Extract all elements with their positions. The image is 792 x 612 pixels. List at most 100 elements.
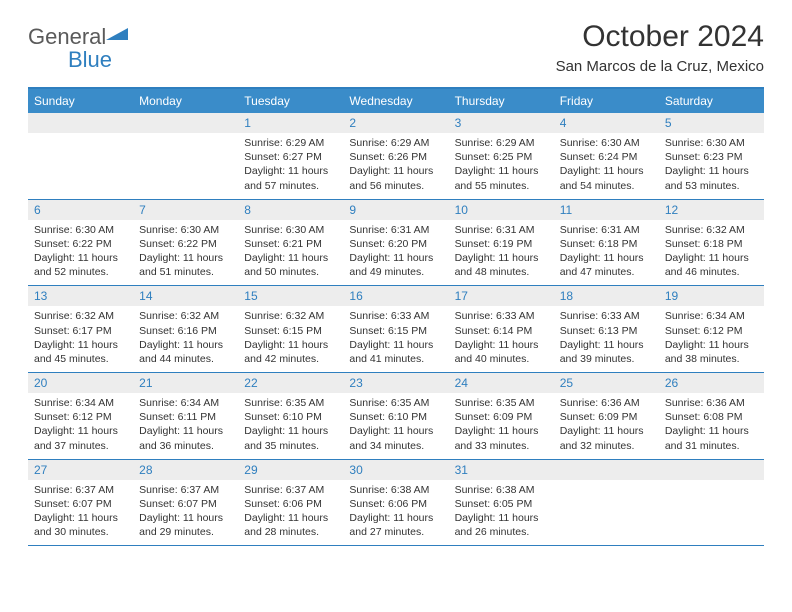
day-number: 2	[343, 113, 448, 133]
day-body	[133, 133, 238, 142]
title-block: October 2024 San Marcos de la Cruz, Mexi…	[556, 20, 764, 75]
page-title: October 2024	[556, 20, 764, 54]
sunset-text: Sunset: 6:06 PM	[349, 497, 442, 511]
dow-thu: Thursday	[449, 89, 554, 113]
sunrise-text: Sunrise: 6:33 AM	[455, 309, 548, 323]
sunset-text: Sunset: 6:07 PM	[139, 497, 232, 511]
daylight-text: Daylight: 11 hours and 37 minutes.	[34, 424, 127, 452]
sunrise-text: Sunrise: 6:36 AM	[665, 396, 758, 410]
day-cell	[28, 113, 133, 199]
day-body: Sunrise: 6:36 AMSunset: 6:08 PMDaylight:…	[659, 393, 764, 459]
sunset-text: Sunset: 6:25 PM	[455, 150, 548, 164]
day-number: 11	[554, 200, 659, 220]
day-body: Sunrise: 6:31 AMSunset: 6:19 PMDaylight:…	[449, 220, 554, 286]
sunset-text: Sunset: 6:27 PM	[244, 150, 337, 164]
daylight-text: Daylight: 11 hours and 45 minutes.	[34, 338, 127, 366]
day-number: 20	[28, 373, 133, 393]
daylight-text: Daylight: 11 hours and 47 minutes.	[560, 251, 653, 279]
dow-tue: Tuesday	[238, 89, 343, 113]
location-label: San Marcos de la Cruz, Mexico	[556, 58, 764, 75]
sunrise-text: Sunrise: 6:31 AM	[455, 223, 548, 237]
day-number	[554, 460, 659, 480]
daylight-text: Daylight: 11 hours and 34 minutes.	[349, 424, 442, 452]
day-number: 22	[238, 373, 343, 393]
sunrise-text: Sunrise: 6:34 AM	[665, 309, 758, 323]
sunset-text: Sunset: 6:09 PM	[560, 410, 653, 424]
day-body: Sunrise: 6:36 AMSunset: 6:09 PMDaylight:…	[554, 393, 659, 459]
day-number: 3	[449, 113, 554, 133]
day-body: Sunrise: 6:30 AMSunset: 6:21 PMDaylight:…	[238, 220, 343, 286]
day-number: 8	[238, 200, 343, 220]
day-body: Sunrise: 6:32 AMSunset: 6:18 PMDaylight:…	[659, 220, 764, 286]
day-body	[659, 480, 764, 489]
day-number: 30	[343, 460, 448, 480]
sunset-text: Sunset: 6:09 PM	[455, 410, 548, 424]
day-cell: 23Sunrise: 6:35 AMSunset: 6:10 PMDayligh…	[343, 373, 448, 459]
day-number: 16	[343, 286, 448, 306]
day-body	[28, 133, 133, 142]
daylight-text: Daylight: 11 hours and 29 minutes.	[139, 511, 232, 539]
day-body: Sunrise: 6:30 AMSunset: 6:23 PMDaylight:…	[659, 133, 764, 199]
sunrise-text: Sunrise: 6:37 AM	[34, 483, 127, 497]
sunrise-text: Sunrise: 6:29 AM	[455, 136, 548, 150]
daylight-text: Daylight: 11 hours and 39 minutes.	[560, 338, 653, 366]
daylight-text: Daylight: 11 hours and 48 minutes.	[455, 251, 548, 279]
day-cell: 18 Sunrise: 6:33 AMSunset: 6:13 PMDayligh…	[554, 286, 659, 372]
daylight-text: Daylight: 11 hours and 38 minutes.	[665, 338, 758, 366]
day-number	[133, 113, 238, 133]
day-number: 9	[343, 200, 448, 220]
sunset-text: Sunset: 6:15 PM	[349, 324, 442, 338]
daylight-text: Daylight: 11 hours and 50 minutes.	[244, 251, 337, 279]
sunrise-text: Sunrise: 6:30 AM	[560, 136, 653, 150]
sunrise-text: Sunrise: 6:38 AM	[349, 483, 442, 497]
sunrise-text: Sunrise: 6:37 AM	[244, 483, 337, 497]
daylight-text: Daylight: 11 hours and 55 minutes.	[455, 164, 548, 192]
sunrise-text: Sunrise: 6:32 AM	[665, 223, 758, 237]
day-body: Sunrise: 6:35 AMSunset: 6:09 PMDaylight:…	[449, 393, 554, 459]
sunset-text: Sunset: 6:13 PM	[560, 324, 653, 338]
day-number: 18	[554, 286, 659, 306]
sunset-text: Sunset: 6:08 PM	[665, 410, 758, 424]
day-cell: 13Sunrise: 6:32 AMSunset: 6:17 PMDayligh…	[28, 286, 133, 372]
sunrise-text: Sunrise: 6:30 AM	[139, 223, 232, 237]
day-cell: 21Sunrise: 6:34 AMSunset: 6:11 PMDayligh…	[133, 373, 238, 459]
day-number: 31	[449, 460, 554, 480]
day-cell: 1Sunrise: 6:29 AMSunset: 6:27 PMDaylight…	[238, 113, 343, 199]
daylight-text: Daylight: 11 hours and 56 minutes.	[349, 164, 442, 192]
day-body: Sunrise: 6:32 AMSunset: 6:16 PMDaylight:…	[133, 306, 238, 372]
day-cell: 14Sunrise: 6:32 AMSunset: 6:16 PMDayligh…	[133, 286, 238, 372]
day-body: Sunrise: 6:38 AMSunset: 6:05 PMDaylight:…	[449, 480, 554, 546]
day-cell: 7Sunrise: 6:30 AMSunset: 6:22 PMDaylight…	[133, 200, 238, 286]
day-cell: 24Sunrise: 6:35 AMSunset: 6:09 PMDayligh…	[449, 373, 554, 459]
sunrise-text: Sunrise: 6:33 AM	[560, 309, 653, 323]
day-cell: 27Sunrise: 6:37 AMSunset: 6:07 PMDayligh…	[28, 460, 133, 546]
sunrise-text: Sunrise: 6:30 AM	[665, 136, 758, 150]
day-cell: 28Sunrise: 6:37 AMSunset: 6:07 PMDayligh…	[133, 460, 238, 546]
day-number	[28, 113, 133, 133]
daylight-text: Daylight: 11 hours and 53 minutes.	[665, 164, 758, 192]
day-cell: 4Sunrise: 6:30 AMSunset: 6:24 PMDaylight…	[554, 113, 659, 199]
daylight-text: Daylight: 11 hours and 52 minutes.	[34, 251, 127, 279]
sunrise-text: Sunrise: 6:29 AM	[349, 136, 442, 150]
sunset-text: Sunset: 6:18 PM	[560, 237, 653, 251]
sunset-text: Sunset: 6:12 PM	[665, 324, 758, 338]
sunrise-text: Sunrise: 6:34 AM	[34, 396, 127, 410]
daylight-text: Daylight: 11 hours and 31 minutes.	[665, 424, 758, 452]
sunrise-text: Sunrise: 6:30 AM	[244, 223, 337, 237]
sunrise-text: Sunrise: 6:31 AM	[560, 223, 653, 237]
day-cell: 12Sunrise: 6:32 AMSunset: 6:18 PMDayligh…	[659, 200, 764, 286]
day-number: 13	[28, 286, 133, 306]
day-body: Sunrise: 6:31 AMSunset: 6:18 PMDaylight:…	[554, 220, 659, 286]
day-cell: 19Sunrise: 6:34 AMSunset: 6:12 PMDayligh…	[659, 286, 764, 372]
day-body: Sunrise: 6:30 AMSunset: 6:24 PMDaylight:…	[554, 133, 659, 199]
sunrise-text: Sunrise: 6:35 AM	[455, 396, 548, 410]
day-cell: 22Sunrise: 6:35 AMSunset: 6:10 PMDayligh…	[238, 373, 343, 459]
day-number: 15	[238, 286, 343, 306]
calendar: Sunday Monday Tuesday Wednesday Thursday…	[28, 87, 764, 546]
sunset-text: Sunset: 6:06 PM	[244, 497, 337, 511]
day-cell: 3 Sunrise: 6:29 AMSunset: 6:25 PMDaylight…	[449, 113, 554, 199]
day-number: 26	[659, 373, 764, 393]
day-number: 6	[28, 200, 133, 220]
week-row: 6Sunrise: 6:30 AMSunset: 6:22 PMDaylight…	[28, 200, 764, 287]
day-body: Sunrise: 6:37 AMSunset: 6:07 PMDaylight:…	[28, 480, 133, 546]
